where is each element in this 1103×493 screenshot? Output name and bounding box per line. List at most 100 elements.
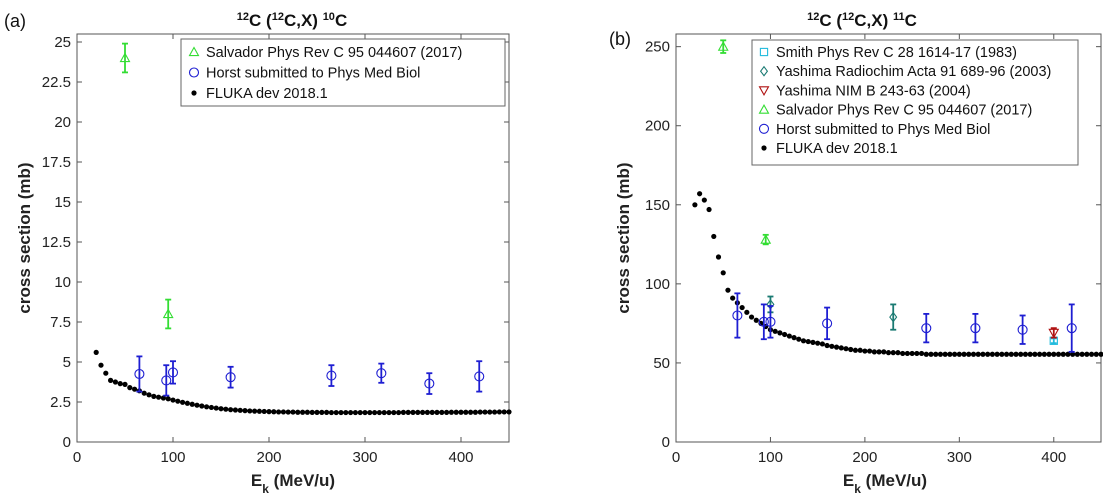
data-point	[1037, 351, 1043, 357]
data-point	[1003, 351, 1010, 357]
data-point	[970, 351, 977, 357]
data-point	[717, 41, 729, 51]
data-point	[1018, 351, 1024, 357]
data-point	[889, 311, 898, 323]
data-point	[225, 372, 236, 383]
panel-b-plot-frame	[675, 33, 1102, 443]
data-point	[458, 409, 464, 415]
data-point	[909, 350, 915, 357]
data-point	[98, 362, 104, 368]
data-point	[867, 348, 873, 354]
data-point	[429, 409, 435, 415]
data-point	[697, 191, 703, 197]
data-point	[947, 351, 953, 357]
data-point	[1066, 323, 1077, 334]
data-point	[933, 351, 939, 357]
data-point	[119, 52, 131, 63]
legend-marker	[188, 67, 200, 78]
panel-a: (a) 12C (12C,X) 10C 0 100 200 300 400 0 2.5 5 7…	[4, 11, 512, 493]
data-point	[760, 233, 772, 244]
data-point	[942, 351, 948, 357]
y-tick-label: 0	[662, 434, 670, 451]
data-point	[748, 314, 755, 320]
panel-a-title: 12C (12C,X) 10C	[237, 11, 347, 30]
legend-marker	[758, 103, 770, 114]
data-point	[424, 378, 435, 389]
data-point	[852, 347, 859, 353]
data-point	[815, 340, 821, 346]
x-tick-label: 0	[672, 449, 680, 466]
panel-a-y-axis-label: cross section (mb)	[15, 162, 34, 313]
legend-marker	[188, 46, 200, 57]
data-point	[720, 270, 726, 276]
data-point	[1027, 351, 1033, 357]
data-point	[1079, 351, 1085, 357]
data-point	[1065, 351, 1071, 357]
data-point	[895, 350, 901, 356]
data-point	[1060, 351, 1066, 357]
data-point	[904, 350, 910, 357]
data-point	[744, 309, 750, 315]
data-point	[444, 409, 450, 415]
y-tick-label: 25	[54, 34, 71, 51]
data-point	[134, 368, 145, 380]
data-point	[184, 400, 190, 406]
data-point	[391, 409, 397, 416]
data-point	[848, 346, 854, 353]
data-point	[506, 409, 512, 415]
data-point	[167, 367, 179, 378]
data-point	[1093, 351, 1099, 357]
panel-a-legend-box	[180, 38, 506, 107]
y-tick-label: 22.5	[42, 74, 71, 91]
data-point	[782, 331, 788, 338]
data-point	[117, 381, 123, 387]
data-point	[474, 371, 485, 382]
data-point	[357, 409, 363, 416]
data-point	[162, 308, 174, 319]
data-point	[463, 409, 469, 415]
x-tick-label: 200	[852, 449, 877, 466]
data-point	[1008, 351, 1014, 357]
panel-b-x-axis-label: Ek (MeV/u)	[843, 471, 927, 493]
data-point	[420, 409, 426, 415]
data-point	[141, 390, 147, 396]
y-tick-label: 2.5	[50, 394, 71, 411]
data-point	[410, 409, 416, 415]
panel-a-y-ticks: 0 2.5 5 7.5 10 12.5 15 17.5 20 22.5 25	[42, 34, 509, 451]
data-point	[890, 350, 896, 356]
panel-a-plot-frame	[76, 33, 510, 443]
y-tick-label: 20	[54, 114, 71, 131]
data-point	[180, 399, 186, 405]
data-point	[492, 409, 498, 415]
data-point	[309, 409, 315, 415]
data-point	[1046, 351, 1052, 357]
data-point	[161, 375, 172, 386]
data-point	[1088, 351, 1095, 357]
data-point	[739, 304, 745, 311]
data-point	[876, 349, 882, 355]
x-tick-label: 200	[256, 449, 281, 466]
data-point	[819, 341, 825, 347]
data-point	[376, 409, 382, 416]
data-point	[472, 409, 478, 415]
data-point	[1013, 351, 1019, 357]
data-point	[228, 407, 234, 413]
data-point	[961, 351, 967, 357]
data-point	[194, 402, 200, 408]
data-point	[833, 344, 840, 350]
legend-entry-label: Salvador Phys Rev C 95 044607 (2017)	[206, 45, 462, 61]
legend-entry-label: Yashima NIM B 243-63 (2004)	[776, 83, 971, 99]
data-point	[333, 409, 339, 416]
panel-a-letter: (a)	[4, 11, 26, 31]
data-point	[348, 409, 354, 416]
x-tick-label: 0	[73, 449, 81, 466]
data-point	[170, 397, 176, 403]
data-point	[319, 409, 325, 415]
legend-marker	[191, 90, 197, 96]
data-point	[824, 342, 830, 349]
data-point	[482, 409, 488, 415]
y-tick-label: 5	[63, 354, 71, 371]
x-tick-label: 300	[352, 449, 377, 466]
data-point	[386, 409, 392, 416]
legend-entry-label: FLUKA dev 2018.1	[776, 141, 898, 157]
